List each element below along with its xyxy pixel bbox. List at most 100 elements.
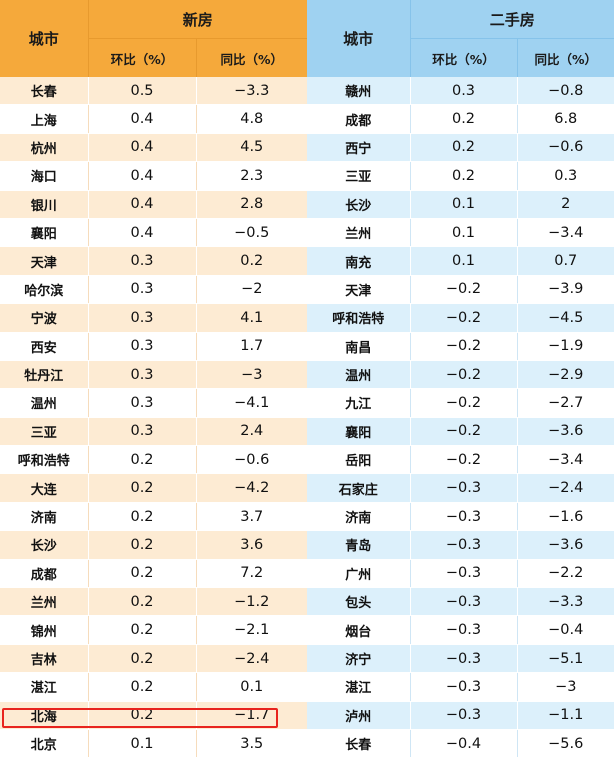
second-yoy-cell: 0.7: [516, 246, 614, 276]
new-city-cell: 湛江: [0, 672, 88, 702]
second-table-row: 泸州 −0.3 −1.1: [307, 701, 614, 730]
new-table-row: 吉林 0.2 −2.4: [0, 644, 308, 674]
new-city-cell: 长沙: [0, 530, 88, 560]
new-mom-cell: 0.3: [87, 303, 196, 333]
second-table-row: 济南 −0.3 −1.6: [307, 502, 614, 532]
second-mom-cell: 0.2: [409, 161, 517, 191]
new-mom-cell: 0.2: [87, 530, 196, 560]
second-city-cell: 济南: [307, 502, 410, 532]
second-table-row: 温州 −0.2 −2.9: [307, 360, 614, 390]
second-city-cell: 长春: [307, 729, 410, 758]
new-mom-cell: 0.2: [87, 644, 196, 674]
new-yoy-cell: −2.1: [195, 615, 308, 645]
new-city-cell: 长春: [0, 77, 88, 106]
new-city-cell: 成都: [0, 559, 88, 589]
new-mom-cell: 0.4: [87, 161, 196, 191]
second-table-row: 湛江 −0.3 −3: [307, 672, 614, 702]
second-city-cell: 襄阳: [307, 417, 410, 447]
new-city-cell: 天津: [0, 246, 88, 276]
second-table-row: 兰州 0.1 −3.4: [307, 218, 614, 248]
second-table-row: 烟台 −0.3 −0.4: [307, 615, 614, 645]
new-table-row: 天津 0.3 0.2: [0, 246, 308, 276]
second-table-row: 呼和浩特 −0.2 −4.5: [307, 303, 614, 333]
new-mom-cell: 0.2: [87, 672, 196, 702]
new-mom-cell: 0.3: [87, 360, 196, 390]
second-mom-header: 环比（%）: [409, 38, 517, 77]
second-table-row: 天津 −0.2 −3.9: [307, 275, 614, 305]
new-mom-cell: 0.2: [87, 559, 196, 589]
new-mom-cell: 0.2: [87, 701, 196, 730]
new-city-cell: 银川: [0, 190, 88, 219]
second-city-cell: 南昌: [307, 332, 410, 361]
new-yoy-cell: 2.8: [195, 190, 308, 219]
new-city-cell: 西安: [0, 332, 88, 361]
second-table-row: 长春 −0.4 −5.6: [307, 729, 614, 758]
second-table-row: 三亚 0.2 0.3: [307, 161, 614, 191]
new-city-cell: 襄阳: [0, 218, 88, 248]
second-city-cell: 青岛: [307, 530, 410, 560]
second-city-cell: 天津: [307, 275, 410, 305]
second-table-row: 济宁 −0.3 −5.1: [307, 644, 614, 674]
second-city-cell: 赣州: [307, 77, 410, 106]
second-mom-cell: −0.2: [409, 388, 517, 418]
new-table-row: 上海 0.4 4.8: [0, 104, 308, 134]
new-mom-cell: 0.4: [87, 133, 196, 163]
second-yoy-cell: −0.8: [516, 77, 614, 106]
second-yoy-cell: −1.6: [516, 502, 614, 532]
new-homes-table: 城市 新房 环比（%） 同比（%） 长春 0.5 −3.3 上海 0.4 4.8 杭州 0.4…: [0, 0, 308, 758]
second-mom-cell: −0.4: [409, 729, 517, 758]
second-table-row: 广州 −0.3 −2.2: [307, 559, 614, 589]
new-yoy-cell: 4.1: [195, 303, 308, 333]
new-table-row: 宁波 0.3 4.1: [0, 303, 308, 333]
new-yoy-cell: −3: [195, 360, 308, 390]
second-city-cell: 济宁: [307, 644, 410, 674]
second-mom-cell: −0.3: [409, 559, 517, 589]
new-city-cell: 牡丹江: [0, 360, 88, 390]
new-table-row: 北海 0.2 −1.7: [0, 701, 308, 730]
second-yoy-cell: −3.4: [516, 445, 614, 475]
new-table-row: 济南 0.2 3.7: [0, 502, 308, 532]
second-mom-cell: 0.2: [409, 104, 517, 134]
second-mom-cell: −0.2: [409, 445, 517, 475]
new-table-row: 银川 0.4 2.8: [0, 190, 308, 219]
new-mom-cell: 0.4: [87, 218, 196, 248]
new-table-row: 兰州 0.2 −1.2: [0, 587, 308, 617]
second-city-cell: 兰州: [307, 218, 410, 248]
new-yoy-cell: −2: [195, 275, 308, 305]
second-yoy-cell: −2.4: [516, 473, 614, 503]
new-yoy-cell: −0.6: [195, 445, 308, 475]
new-table-row: 湛江 0.2 0.1: [0, 672, 308, 702]
new-city-cell: 吉林: [0, 644, 88, 674]
new-table-row: 海口 0.4 2.3: [0, 161, 308, 191]
new-yoy-cell: 2.3: [195, 161, 308, 191]
new-mom-cell: 0.3: [87, 275, 196, 305]
second-city-cell: 温州: [307, 360, 410, 390]
new-mom-cell: 0.2: [87, 445, 196, 475]
second-city-cell: 泸州: [307, 701, 410, 730]
new-table-row: 西安 0.3 1.7: [0, 332, 308, 361]
second-hand-group-header: 二手房: [409, 0, 614, 39]
second-mom-cell: −0.3: [409, 701, 517, 730]
second-table-row: 九江 −0.2 −2.7: [307, 388, 614, 418]
new-yoy-cell: 3.6: [195, 530, 308, 560]
new-mom-header: 环比（%）: [87, 38, 196, 77]
new-table-row: 杭州 0.4 4.5: [0, 133, 308, 163]
new-yoy-cell: −1.7: [195, 701, 308, 730]
second-yoy-cell: −3.6: [516, 417, 614, 447]
second-yoy-header: 同比（%）: [516, 38, 614, 77]
second-mom-cell: 0.3: [409, 77, 517, 106]
new-yoy-cell: −2.4: [195, 644, 308, 674]
second-yoy-cell: −3.9: [516, 275, 614, 305]
new-city-cell: 锦州: [0, 615, 88, 645]
new-mom-cell: 0.5: [87, 77, 196, 106]
second-mom-cell: 0.2: [409, 133, 517, 163]
second-yoy-cell: −1.9: [516, 332, 614, 361]
second-mom-cell: −0.3: [409, 587, 517, 617]
new-mom-cell: 0.2: [87, 615, 196, 645]
new-table-row: 长沙 0.2 3.6: [0, 530, 308, 560]
second-table-row: 南充 0.1 0.7: [307, 246, 614, 276]
new-city-cell: 上海: [0, 104, 88, 134]
second-mom-cell: −0.2: [409, 417, 517, 447]
new-city-cell: 宁波: [0, 303, 88, 333]
new-table-row: 温州 0.3 −4.1: [0, 388, 308, 418]
